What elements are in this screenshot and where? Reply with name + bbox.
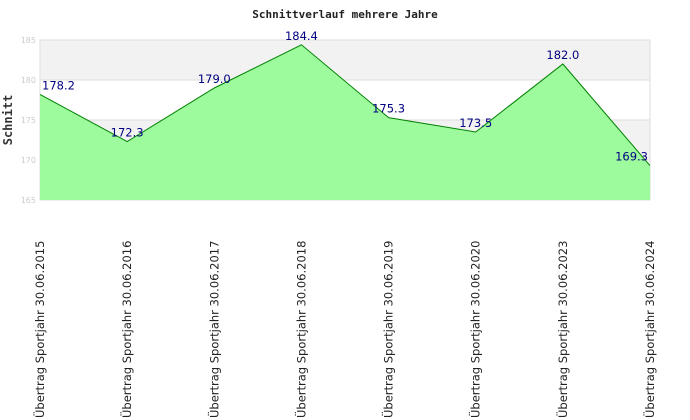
- series-line: [39, 44, 651, 166]
- x-tick-label: Übertrag Sportjahr 30.06.2018: [292, 241, 308, 418]
- data-label: 178.2: [42, 78, 75, 92]
- plot-band: [40, 40, 650, 80]
- data-label: 172.3: [111, 126, 144, 140]
- data-label: 169.3: [615, 150, 648, 164]
- x-tick-label: Übertrag Sportjahr 30.06.2016: [118, 241, 134, 418]
- x-tick-label: Übertrag Sportjahr 30.06.2020: [467, 241, 483, 418]
- data-label: 175.3: [372, 102, 405, 116]
- y-tick-label: 165: [21, 196, 36, 205]
- x-tick-label: Übertrag Sportjahr 30.06.2015: [31, 241, 47, 418]
- area-fill: [40, 44, 650, 200]
- x-tick-label: Übertrag Sportjahr 30.06.2019: [380, 241, 396, 418]
- x-tick-label: Übertrag Sportjahr 30.06.2024: [641, 241, 657, 418]
- y-axis-label: Schnitt: [1, 95, 15, 146]
- data-label: 179.0: [198, 72, 231, 86]
- data-label: 184.4: [285, 29, 318, 43]
- chart-title: Schnittverlauf mehrere Jahre: [252, 8, 438, 21]
- y-tick-label: 170: [21, 156, 36, 165]
- data-label: 173.5: [459, 116, 492, 130]
- y-tick-label: 175: [21, 116, 36, 125]
- x-tick-label: Übertrag Sportjahr 30.06.2017: [205, 241, 221, 418]
- x-tick-label: Übertrag Sportjahr 30.06.2023: [554, 241, 570, 418]
- y-tick-label: 180: [21, 76, 36, 85]
- data-label: 182.0: [546, 48, 579, 62]
- y-tick-label: 185: [21, 36, 36, 45]
